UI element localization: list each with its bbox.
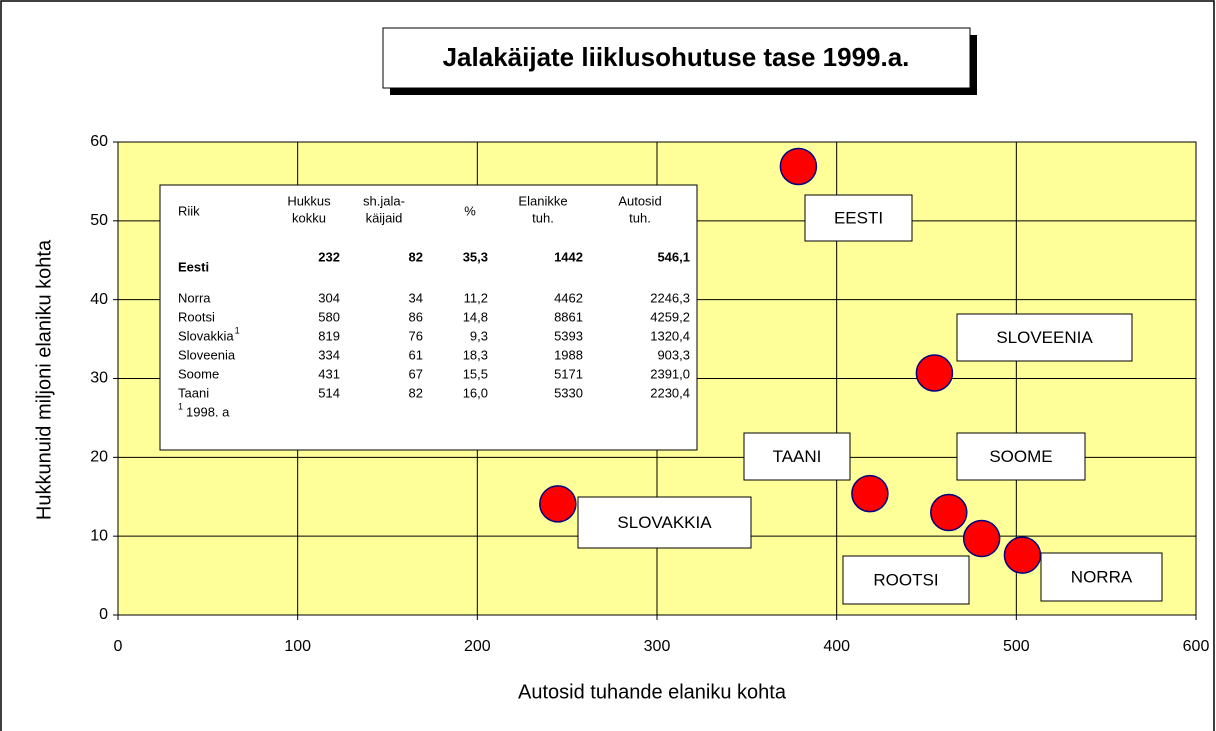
table-header: käijaid	[366, 210, 403, 225]
table-cell: 35,3	[463, 249, 488, 264]
table-header: tuh.	[532, 210, 554, 225]
point	[539, 485, 577, 523]
table-header: Elanikke	[518, 193, 567, 208]
table-cell: 67	[409, 366, 423, 381]
label-box	[956, 432, 1086, 481]
row-name: Slovakkia	[178, 328, 234, 343]
table-cell: 82	[409, 249, 423, 264]
y-axis-label: Hukkunuid miljoni elaniku kohta	[33, 239, 55, 520]
table-cell: 86	[409, 309, 423, 324]
label-box	[1040, 552, 1163, 602]
y-tick-label: 30	[90, 370, 108, 387]
row-name: Rootsi	[178, 309, 215, 324]
table-cell: 15,5	[463, 366, 488, 381]
table-cell: 2230,4	[650, 385, 690, 400]
x-tick-label: 300	[644, 638, 671, 655]
table-cell: 18,3	[463, 347, 488, 362]
x-tick-label: 600	[1183, 638, 1210, 655]
point-label: TAANI	[773, 447, 822, 466]
table-cell: 34	[409, 290, 423, 305]
table-cell: 1442	[554, 249, 583, 264]
table-cell: 4462	[554, 290, 583, 305]
table-header: Hukkus	[287, 193, 331, 208]
label-box	[577, 496, 752, 549]
table-cell: 2391,0	[650, 366, 690, 381]
table-cell: 5330	[554, 385, 583, 400]
table-cell: 1320,4	[650, 328, 690, 343]
label-box	[743, 432, 851, 481]
y-tick-label: 60	[90, 133, 108, 150]
x-tick-label: 200	[464, 638, 491, 655]
table-cell: 514	[318, 385, 340, 400]
point-label: EESTI	[834, 208, 883, 227]
point	[962, 519, 1001, 558]
x-axis-label: Autosid tuhande elaniku kohta	[518, 681, 787, 703]
table-cell: 8861	[554, 309, 583, 324]
point	[851, 474, 889, 513]
chart-title: Jalakäijate liiklusohutuse tase 1999.a.	[443, 42, 910, 72]
table-cell: 232	[318, 249, 340, 264]
title-box	[382, 27, 971, 89]
footnote-mark: 1	[235, 325, 240, 335]
table-cell: 5171	[554, 366, 583, 381]
label-box	[956, 313, 1133, 362]
footnote-mark: 1	[178, 401, 183, 411]
x-tick-label: 500	[1003, 638, 1030, 655]
y-tick-label: 0	[99, 606, 108, 623]
y-tick-label: 50	[90, 212, 108, 229]
table-header: kokku	[292, 210, 326, 225]
point-label: SLOVEENIA	[996, 328, 1093, 347]
y-tick-label: 20	[90, 449, 108, 466]
label-box	[842, 555, 970, 605]
x-tick-label: 400	[823, 638, 850, 655]
table-cell: 14,8	[463, 309, 488, 324]
table-cell: 580	[318, 309, 340, 324]
table-cell: 431	[318, 366, 340, 381]
table-header: Autosid	[618, 193, 661, 208]
table-box	[159, 184, 698, 451]
table-cell: 4259,2	[650, 309, 690, 324]
table-header: sh.jala-	[363, 193, 405, 208]
point-label: SOOME	[989, 447, 1052, 466]
point	[1003, 536, 1042, 574]
table-header: tuh.	[629, 210, 651, 225]
table-cell: 903,3	[657, 347, 690, 362]
point-label: SLOVAKKIA	[617, 513, 712, 532]
point-label: ROOTSI	[873, 570, 938, 589]
row-name: Eesti	[178, 259, 209, 274]
point-label: NORRA	[1071, 567, 1133, 586]
table-cell: 546,1	[657, 249, 690, 264]
table-cell: 5393	[554, 328, 583, 343]
table-cell: 61	[409, 347, 423, 362]
point	[930, 493, 968, 532]
point	[915, 354, 954, 392]
table-cell: 9,3	[470, 328, 488, 343]
table-header: %	[464, 203, 476, 218]
table-cell: 16,0	[463, 385, 488, 400]
row-name: Norra	[178, 290, 211, 305]
x-tick-label: 0	[114, 638, 123, 655]
table-cell: 304	[318, 290, 340, 305]
x-tick-label: 100	[284, 638, 311, 655]
label-box	[804, 194, 913, 242]
point	[779, 147, 818, 186]
row-name: Sloveenia	[178, 347, 236, 362]
table-cell: 819	[318, 328, 340, 343]
row-name: Taani	[178, 385, 209, 400]
table-cell: 2246,3	[650, 290, 690, 305]
row-name: Soome	[178, 366, 219, 381]
table-cell: 334	[318, 347, 340, 362]
table-cell: 76	[409, 328, 423, 343]
table-header: Riik	[178, 203, 200, 218]
footnote: 1998. a	[186, 404, 230, 419]
table-cell: 11,2	[464, 290, 488, 305]
y-tick-label: 10	[90, 527, 108, 544]
table-cell: 82	[409, 385, 423, 400]
table-cell: 1988	[554, 347, 583, 362]
y-tick-label: 40	[90, 291, 108, 308]
